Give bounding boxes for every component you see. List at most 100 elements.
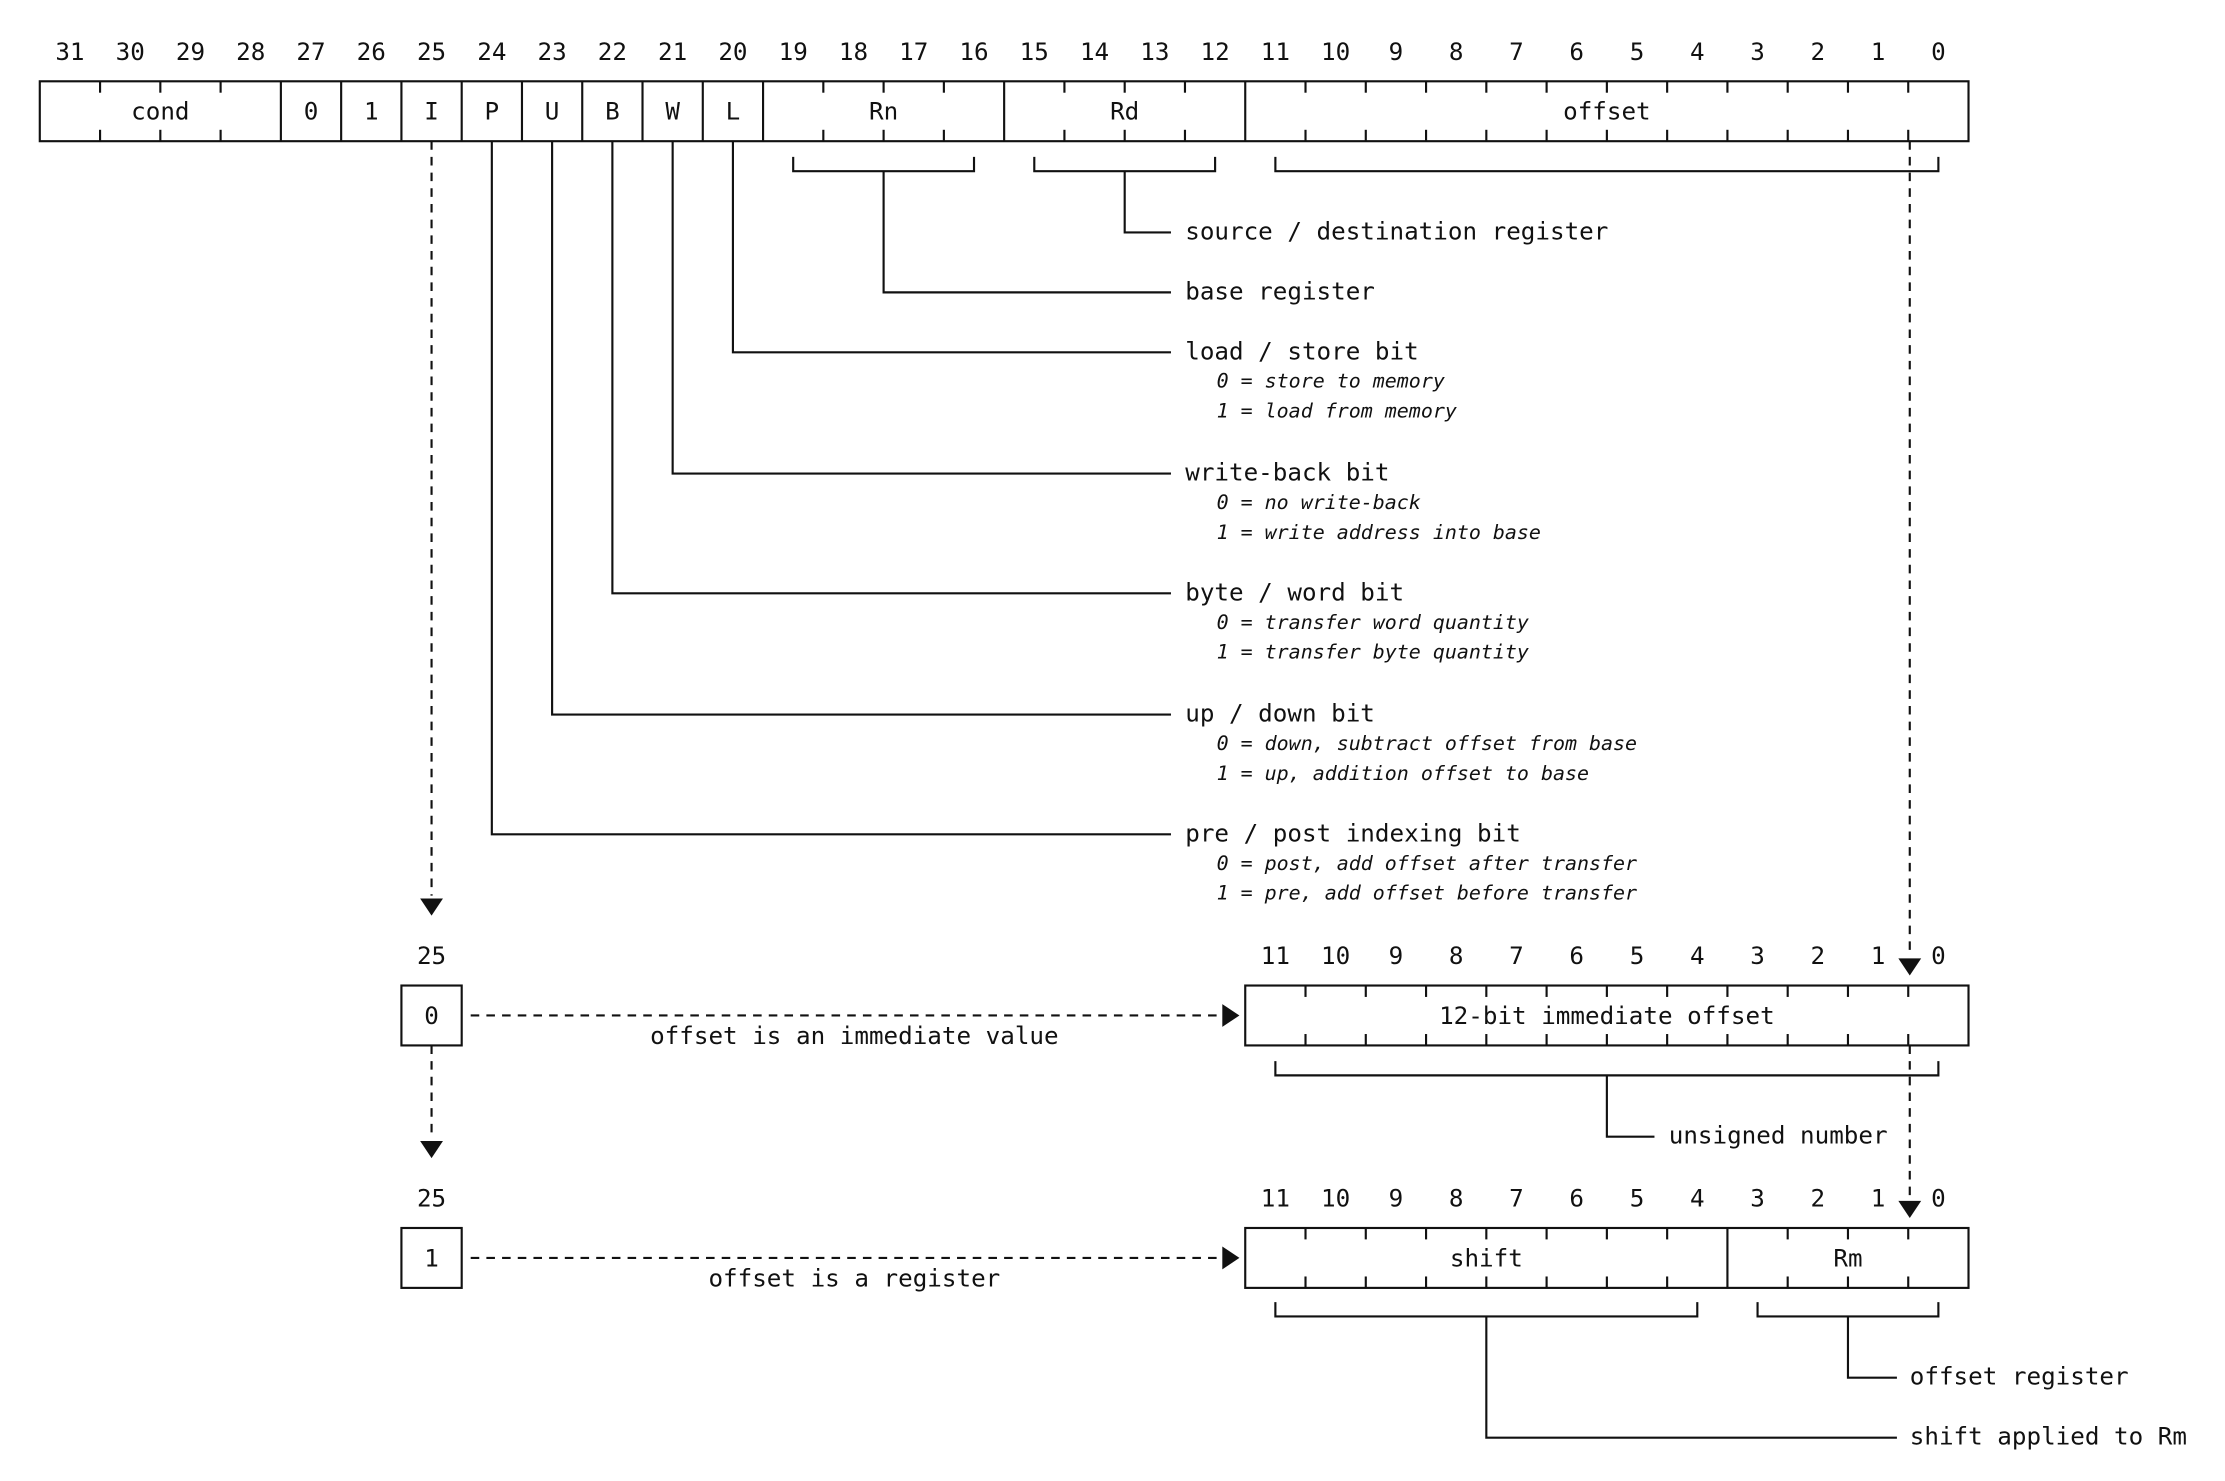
bit-number: 25 xyxy=(417,941,446,970)
leader-line xyxy=(1485,1316,1897,1439)
bit-number: 9 xyxy=(1389,941,1404,970)
bit-number: 26 xyxy=(357,37,386,66)
bit-number: 8 xyxy=(1449,37,1464,66)
bit-number: 31 xyxy=(55,37,84,66)
bit-number: 11 xyxy=(1261,941,1290,970)
leader-line xyxy=(490,141,1171,836)
bit-number: 8 xyxy=(1449,1183,1464,1212)
bit-number: 28 xyxy=(236,37,265,66)
bit-number: 7 xyxy=(1509,37,1524,66)
annotation-note: 1 = load from memory xyxy=(1217,399,1457,423)
bit-number: 23 xyxy=(538,37,567,66)
bit-number: 27 xyxy=(296,37,325,66)
annotation-note: 1 = transfer byte quantity xyxy=(1217,640,1529,664)
annotation-label: write-back bit xyxy=(1185,458,1389,487)
bit-number: 3 xyxy=(1750,1183,1765,1212)
field-label: offset xyxy=(1563,97,1651,126)
field-label: shift xyxy=(1450,1243,1523,1272)
arrowhead xyxy=(420,898,443,916)
bit-number: 1 xyxy=(1871,37,1886,66)
bit-number: 2 xyxy=(1811,941,1826,970)
bracket xyxy=(792,156,976,173)
annotation-note: 1 = write address into base xyxy=(1217,520,1541,544)
annotation-note: 0 = down, subtract offset from base xyxy=(1217,731,1637,755)
arrowhead xyxy=(420,1140,443,1159)
bit-number: 22 xyxy=(598,37,627,66)
leader-line xyxy=(611,141,1171,595)
bit-number: 7 xyxy=(1509,941,1524,970)
bit-number: 6 xyxy=(1569,37,1584,66)
bit-box xyxy=(400,1226,463,1289)
bit-number: 24 xyxy=(477,37,506,66)
bit-number: 5 xyxy=(1630,1183,1645,1212)
bit-number: 2 xyxy=(1811,1183,1826,1212)
bit-number: 9 xyxy=(1389,1183,1404,1212)
arrowhead xyxy=(1222,1246,1240,1270)
bracket xyxy=(1274,1061,1940,1077)
bit-number: 25 xyxy=(417,37,446,66)
bit-number: 13 xyxy=(1140,37,1169,66)
leader-line xyxy=(1123,171,1171,234)
bit-number: 16 xyxy=(959,37,988,66)
bit-number: 9 xyxy=(1389,37,1404,66)
bit-number: 4 xyxy=(1690,1183,1705,1212)
leader-line xyxy=(551,141,1171,716)
bit-number: 6 xyxy=(1569,1183,1584,1212)
annotation-label: source / destination register xyxy=(1185,216,1608,245)
bit-number: 21 xyxy=(658,37,687,66)
bit-number: 20 xyxy=(718,37,747,66)
bit-value: 1 xyxy=(424,1243,439,1272)
bit-number: 3 xyxy=(1750,37,1765,66)
annotation-label: shift applied to Rm xyxy=(1910,1422,2187,1451)
bit-number: 14 xyxy=(1080,37,1109,66)
field-label: I xyxy=(424,97,439,126)
annotation-label: unsigned number xyxy=(1669,1121,1888,1150)
field-label: 0 xyxy=(304,97,319,126)
field-label: Rd xyxy=(1110,97,1139,126)
case-description: offset is an immediate value xyxy=(650,1021,1059,1050)
bit-number: 5 xyxy=(1630,941,1645,970)
bracket xyxy=(1756,1302,1940,1318)
annotation-note: 1 = up, addition offset to base xyxy=(1217,761,1589,785)
bit-number: 25 xyxy=(417,1183,446,1212)
annotation-label: pre / post indexing bit xyxy=(1185,818,1521,847)
leader-line xyxy=(1846,1316,1897,1379)
bit-number: 6 xyxy=(1569,941,1584,970)
bit-number: 1 xyxy=(1871,941,1886,970)
bit-number: 10 xyxy=(1321,37,1350,66)
bit-number: 3 xyxy=(1750,941,1765,970)
annotation-label: byte / word bit xyxy=(1185,577,1404,606)
field-label: 12-bit immediate offset xyxy=(1439,1001,1775,1030)
bracket xyxy=(1274,1302,1699,1318)
bracket xyxy=(1274,156,1940,173)
bit-number: 12 xyxy=(1201,37,1230,66)
bit-number: 7 xyxy=(1509,1183,1524,1212)
bit-number: 0 xyxy=(1931,1183,1946,1212)
bit-number: 19 xyxy=(779,37,808,66)
annotation-note: 0 = store to memory xyxy=(1217,369,1445,393)
bit-number: 4 xyxy=(1690,37,1705,66)
bit-number: 1 xyxy=(1871,1183,1886,1212)
field-label: cond xyxy=(131,97,189,126)
leader-line xyxy=(731,141,1171,354)
case-description: offset is a register xyxy=(708,1263,1000,1292)
bit-number: 18 xyxy=(839,37,868,66)
leader-line xyxy=(1605,1075,1655,1138)
bit-number: 0 xyxy=(1931,37,1946,66)
bit-number: 11 xyxy=(1261,1183,1290,1212)
bit-box xyxy=(400,984,463,1047)
field-label: U xyxy=(545,97,560,126)
field-label: L xyxy=(726,97,741,126)
field-label: B xyxy=(605,97,620,126)
annotation-note: 0 = transfer word quantity xyxy=(1217,610,1529,634)
bit-number: 4 xyxy=(1690,941,1705,970)
annotation-note: 0 = no write-back xyxy=(1217,490,1421,514)
bit-number: 30 xyxy=(116,37,145,66)
bit-number: 17 xyxy=(899,37,928,66)
bit-number: 10 xyxy=(1321,1183,1350,1212)
field-label: W xyxy=(665,97,680,126)
field-label: Rn xyxy=(869,97,898,126)
annotation-note: 1 = pre, add offset before transfer xyxy=(1217,881,1637,905)
bit-number: 0 xyxy=(1931,941,1946,970)
